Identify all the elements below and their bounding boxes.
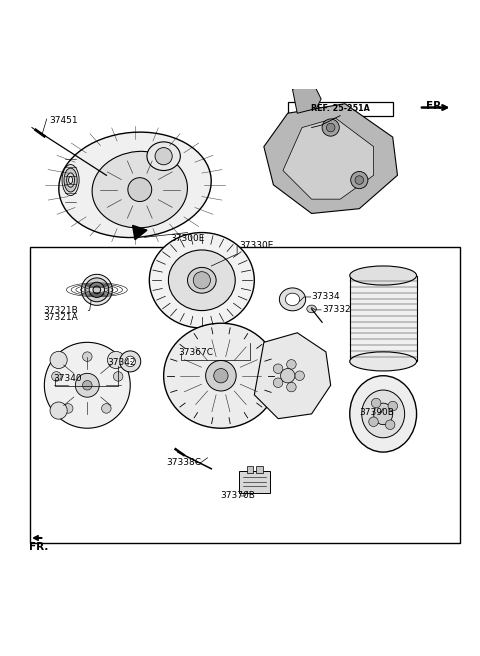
Ellipse shape [164, 323, 278, 428]
Text: 37334: 37334 [312, 292, 340, 301]
Text: FR.: FR. [29, 542, 48, 552]
Ellipse shape [89, 282, 105, 297]
Ellipse shape [188, 268, 216, 293]
Ellipse shape [373, 403, 393, 424]
Circle shape [128, 178, 152, 201]
Circle shape [52, 372, 61, 381]
Circle shape [214, 369, 228, 383]
Ellipse shape [67, 173, 74, 187]
FancyBboxPatch shape [247, 466, 253, 472]
Text: 37370B: 37370B [220, 491, 255, 501]
Polygon shape [292, 80, 321, 113]
Ellipse shape [81, 274, 112, 305]
Circle shape [322, 119, 339, 136]
Circle shape [125, 356, 135, 367]
Ellipse shape [350, 266, 417, 285]
Circle shape [287, 359, 296, 369]
FancyBboxPatch shape [30, 247, 459, 543]
Circle shape [351, 171, 368, 189]
Ellipse shape [92, 152, 188, 228]
Circle shape [75, 373, 99, 397]
Polygon shape [264, 104, 397, 213]
Text: 37451: 37451 [49, 116, 78, 125]
Text: REF. 25-251A: REF. 25-251A [311, 104, 370, 113]
Circle shape [295, 371, 304, 380]
Circle shape [155, 148, 172, 165]
Text: 37332: 37332 [322, 305, 351, 314]
Text: 37342: 37342 [108, 358, 136, 367]
Circle shape [205, 360, 236, 391]
Circle shape [326, 123, 335, 132]
Ellipse shape [350, 352, 417, 371]
Ellipse shape [69, 176, 72, 184]
Text: 37330E: 37330E [239, 241, 274, 251]
Circle shape [388, 401, 397, 411]
Polygon shape [254, 333, 331, 419]
Ellipse shape [350, 376, 417, 452]
FancyBboxPatch shape [288, 102, 393, 115]
Circle shape [108, 352, 125, 369]
Ellipse shape [85, 278, 109, 302]
Circle shape [281, 369, 295, 383]
Ellipse shape [168, 250, 235, 310]
Ellipse shape [279, 288, 306, 311]
Circle shape [113, 372, 123, 381]
Circle shape [355, 176, 364, 184]
Ellipse shape [307, 305, 316, 313]
Circle shape [385, 420, 395, 430]
Ellipse shape [59, 132, 211, 237]
Ellipse shape [93, 286, 101, 294]
FancyBboxPatch shape [256, 466, 263, 472]
Circle shape [372, 398, 381, 408]
FancyBboxPatch shape [239, 471, 270, 493]
Circle shape [50, 352, 67, 369]
Circle shape [273, 378, 283, 388]
Text: FR.: FR. [426, 101, 445, 112]
Circle shape [287, 382, 296, 392]
Circle shape [102, 403, 111, 413]
Circle shape [273, 364, 283, 373]
Polygon shape [283, 118, 373, 199]
Circle shape [369, 417, 378, 426]
Ellipse shape [285, 293, 300, 306]
FancyBboxPatch shape [350, 276, 417, 361]
Circle shape [193, 272, 210, 289]
Text: 37300E: 37300E [170, 234, 204, 243]
Ellipse shape [149, 233, 254, 328]
Ellipse shape [62, 165, 79, 195]
Text: 37338C: 37338C [166, 458, 201, 467]
Circle shape [50, 402, 67, 419]
Text: 37367C: 37367C [178, 348, 213, 357]
Polygon shape [132, 226, 147, 239]
Circle shape [63, 403, 73, 413]
Circle shape [120, 351, 141, 372]
Text: 37340: 37340 [53, 374, 82, 382]
Circle shape [83, 352, 92, 361]
Text: 37321A: 37321A [43, 312, 78, 321]
Text: 37390B: 37390B [360, 409, 394, 417]
Ellipse shape [362, 390, 405, 438]
Ellipse shape [147, 142, 180, 171]
Circle shape [83, 380, 92, 390]
Text: 37321B: 37321B [43, 306, 78, 315]
Ellipse shape [64, 168, 77, 192]
Ellipse shape [44, 342, 130, 428]
